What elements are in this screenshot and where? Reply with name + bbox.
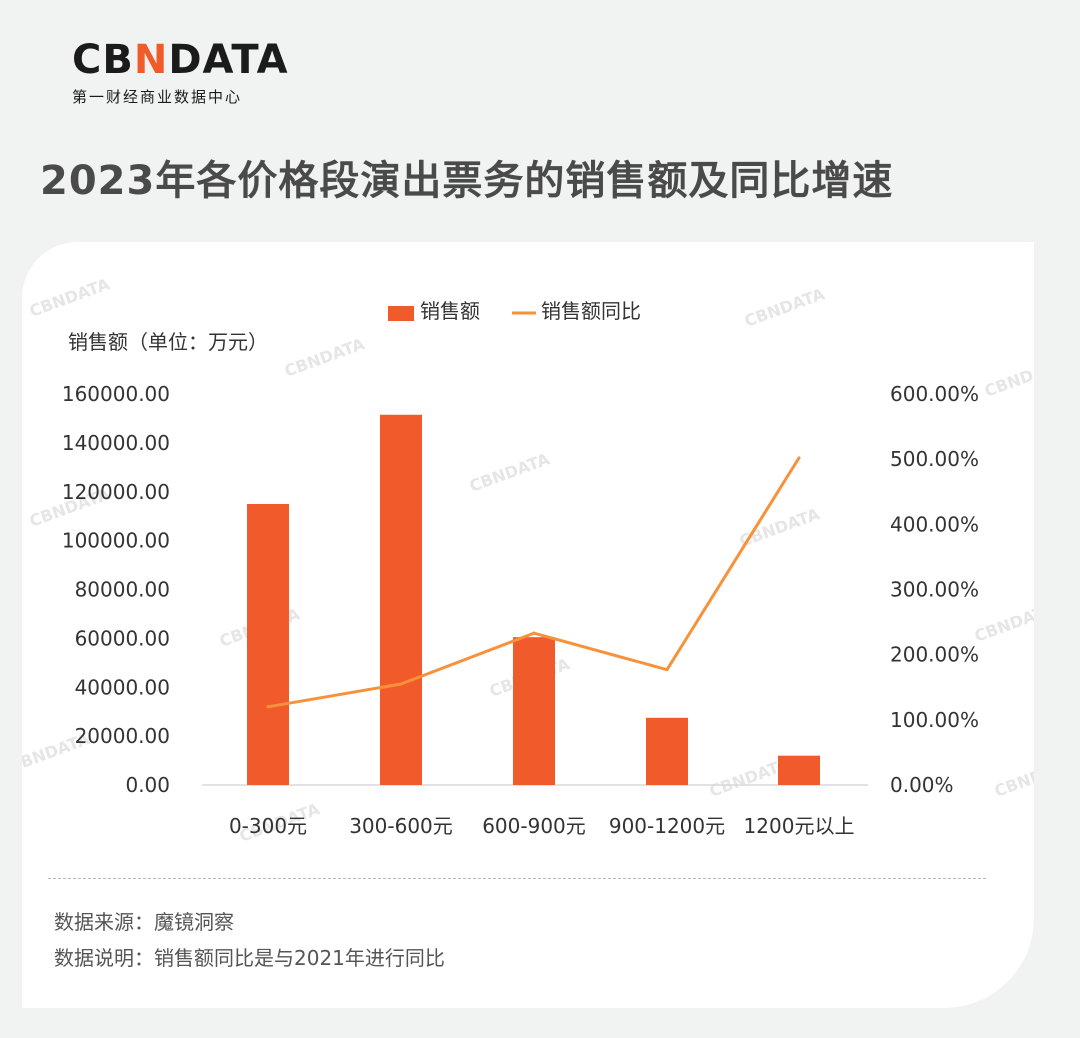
y-tick-label: 0.00 (125, 773, 170, 797)
logo-wordmark-right: DATA (168, 37, 289, 83)
x-tick-label: 900-1200元 (609, 814, 725, 838)
y-tick-label: 160000.00 (62, 382, 170, 406)
line-point (399, 682, 403, 686)
y2-tick-label: 500.00% (890, 447, 979, 471)
x-tick-label: 600-900元 (482, 814, 586, 838)
y-tick-label: 140000.00 (62, 431, 170, 455)
y-tick-label: 60000.00 (75, 626, 170, 650)
y2-tick-label: 200.00% (890, 643, 979, 667)
legend-line-label: 销售额同比 (541, 299, 641, 323)
x-tick-label: 1200元以上 (744, 814, 855, 838)
x-axis-ticks: 0-300元 300-600元 600-900元 900-1200元 1200元以上 (229, 814, 855, 838)
legend-bar-swatch (388, 306, 414, 321)
watermark-text: CBNDATA (737, 504, 823, 551)
watermark-text: CBNDATA (282, 334, 368, 381)
explanation-note: 数据说明：销售额同比是与2021年进行同比 (54, 946, 445, 970)
y-tick-label: 100000.00 (62, 529, 170, 553)
y-tick-label: 20000.00 (75, 724, 170, 748)
legend-bar-label: 销售额 (420, 299, 480, 323)
logo-wordmark-mid: N (133, 37, 169, 83)
line-point (665, 668, 669, 672)
y2-axis-ticks: 0.00% 100.00% 200.00% 300.00% 400.00% 500.00%… (890, 382, 979, 797)
y2-tick-label: 400.00% (890, 512, 979, 536)
line-point (797, 456, 801, 460)
watermark-text: CBNDATA (27, 274, 113, 321)
x-tick-label: 0-300元 (229, 814, 307, 838)
legend: 销售额 销售额同比 (388, 299, 641, 323)
line-series (266, 456, 801, 709)
y2-tick-label: 600.00% (890, 382, 979, 406)
watermark-text: CBNDATA (467, 449, 553, 496)
watermark-text: CBNDATA (982, 354, 1034, 401)
watermark-text: CBNDATA (742, 284, 828, 331)
chart-notes: 数据来源：魔镜洞察 数据说明：销售额同比是与2021年进行同比 (54, 904, 445, 976)
combo-chart: CBNDATA CBNDATA CBNDATA CBNDATA CBNDATA CBNDA… (22, 274, 1034, 846)
bar (513, 637, 555, 785)
y2-tick-label: 100.00% (890, 708, 979, 732)
page-title: 2023年各价格段演出票务的销售额及同比增速 (40, 158, 894, 204)
line-point (532, 631, 536, 635)
logo-wordmark: CBNDATA (72, 38, 289, 82)
line-point (266, 705, 270, 709)
y-tick-label: 40000.00 (75, 675, 170, 699)
chart-card: CBNDATA CBNDATA CBNDATA CBNDATA CBNDATA CBNDA… (22, 242, 1034, 1008)
y-axis-title: 销售额（单位：万元） (68, 330, 268, 354)
y-tick-label: 80000.00 (75, 578, 170, 602)
notes-divider (48, 878, 986, 879)
x-tick-label: 300-600元 (349, 814, 453, 838)
y2-tick-label: 300.00% (890, 578, 979, 602)
y2-tick-label: 0.00% (890, 773, 954, 797)
bar-series (247, 414, 820, 785)
bar (247, 503, 289, 785)
watermark-text: CBNDATA (992, 754, 1034, 801)
bar (646, 717, 688, 785)
cbndata-logo: CBNDATA 第一财经商业数据中心 (72, 38, 289, 107)
source-note: 数据来源：魔镜洞察 (54, 910, 234, 934)
watermark-text: CBNDATA (972, 599, 1034, 646)
logo-subtitle: 第一财经商业数据中心 (72, 88, 243, 106)
y-axis-ticks: 0.00 20000.00 40000.00 60000.00 80000.00 1000… (62, 382, 170, 797)
y-tick-label: 120000.00 (62, 480, 170, 504)
logo-wordmark-left: CB (72, 37, 134, 83)
bar (778, 755, 820, 785)
bar (380, 414, 422, 785)
